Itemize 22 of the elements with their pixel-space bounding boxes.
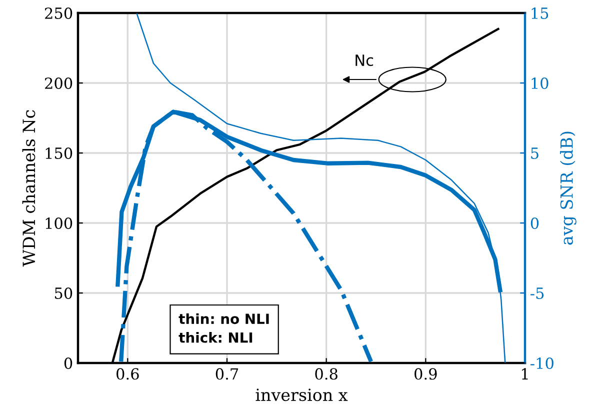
y-tick-label: 150: [46, 147, 72, 160]
y2-tick-label: 15: [532, 7, 548, 20]
x-tick-label: 0.9: [414, 368, 437, 380]
y2-tick-label: 5: [531, 148, 538, 160]
y2-tick-label: -5: [530, 288, 544, 300]
y-axis-title: WDM channels Nc: [22, 110, 36, 267]
y2-tick-label: 0: [530, 217, 539, 230]
x-tick-label: 0.6: [116, 368, 139, 380]
y2-tick-label: 10: [532, 77, 548, 90]
y-tick-label: 50: [54, 287, 72, 300]
x-tick-label: 0.8: [315, 368, 338, 380]
x-axis-title: inversion x: [256, 388, 348, 402]
y2-axis-title: avg SNR (dB): [560, 132, 576, 245]
annotation: Nc: [356, 54, 374, 66]
y-tick-label: 100: [46, 217, 72, 230]
y-tick-label: 0: [64, 357, 72, 370]
y-tick-label: 200: [45, 77, 72, 90]
y2-tick-label: -10: [530, 357, 554, 370]
x-tick-label: 0.7: [216, 368, 238, 380]
x-tick-label: 1: [522, 368, 528, 380]
y-tick-label: 250: [45, 7, 72, 20]
annotation: thin: no NLI thick: NLI: [178, 313, 269, 343]
